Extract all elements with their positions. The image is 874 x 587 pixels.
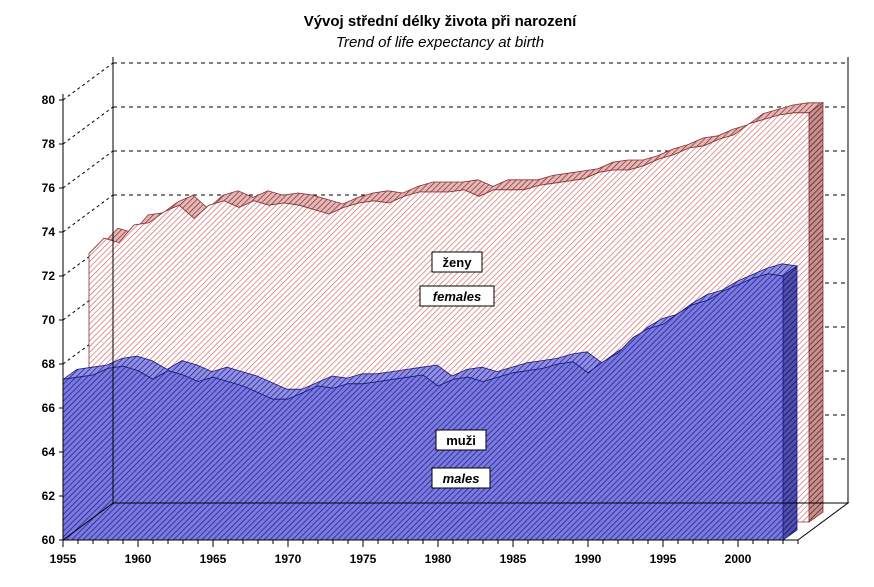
y-tick-label: 62	[42, 489, 56, 503]
y-tick-label: 60	[42, 533, 56, 547]
series-labels: ženy females muži males	[419, 251, 495, 489]
series-area-males	[62, 273, 784, 541]
y-tick-label: 66	[42, 401, 56, 415]
label-males-en: males	[443, 471, 480, 486]
label-females-cz-box	[431, 251, 483, 273]
y-tick-label: 68	[42, 357, 56, 371]
x-tick-label: 1960	[125, 552, 152, 566]
x-tick-label: 1995	[650, 552, 677, 566]
grid-depth-line	[62, 282, 114, 321]
label-females-en: females	[433, 289, 481, 304]
x-tick-label: 2000	[725, 552, 752, 566]
y-axis-ticks: 60 62 64 66 68 70 72 74 76 78 80	[42, 93, 63, 547]
grid-depth-line	[62, 238, 114, 277]
grid-depth-line	[62, 194, 114, 233]
y-tick-label: 74	[42, 225, 56, 239]
grid-depth-line	[62, 326, 114, 365]
x-tick-label: 1990	[575, 552, 602, 566]
y-tick-label: 70	[42, 313, 56, 327]
y-tick-label: 80	[42, 93, 56, 107]
grid-depth-line	[62, 62, 114, 101]
y-tick-label: 78	[42, 137, 56, 151]
label-males-en-box	[431, 467, 491, 489]
label-males-cz: muži	[446, 433, 476, 448]
x-axis-ticks: 1955 1960 1965 1970 1975 1980 1985 1990 1995 2000	[50, 540, 799, 566]
series-areas	[62, 102, 825, 541]
y-tick-label: 72	[42, 269, 56, 283]
x-tick-label: 1980	[425, 552, 452, 566]
label-females-cz: ženy	[443, 255, 473, 270]
x-tick-label: 1970	[275, 552, 302, 566]
series-side-males	[782, 265, 798, 541]
series-side-females	[808, 102, 824, 523]
x-tick-label: 1965	[200, 552, 227, 566]
y-tick-label: 76	[42, 181, 56, 195]
grid-depth-line	[62, 150, 114, 189]
x-tick-label: 1955	[50, 552, 77, 566]
axes	[61, 57, 850, 541]
chart-title: Vývoj střední délky života při narození	[304, 13, 577, 30]
x-tick-label: 1975	[350, 552, 377, 566]
label-males-cz-box	[435, 429, 487, 451]
grid-depth-line	[62, 106, 114, 145]
chart-subtitle: Trend of life expectancy at birth	[336, 34, 544, 51]
y-tick-label: 64	[42, 445, 56, 459]
x-tick-label: 1985	[500, 552, 527, 566]
label-females-en-box	[419, 285, 495, 307]
